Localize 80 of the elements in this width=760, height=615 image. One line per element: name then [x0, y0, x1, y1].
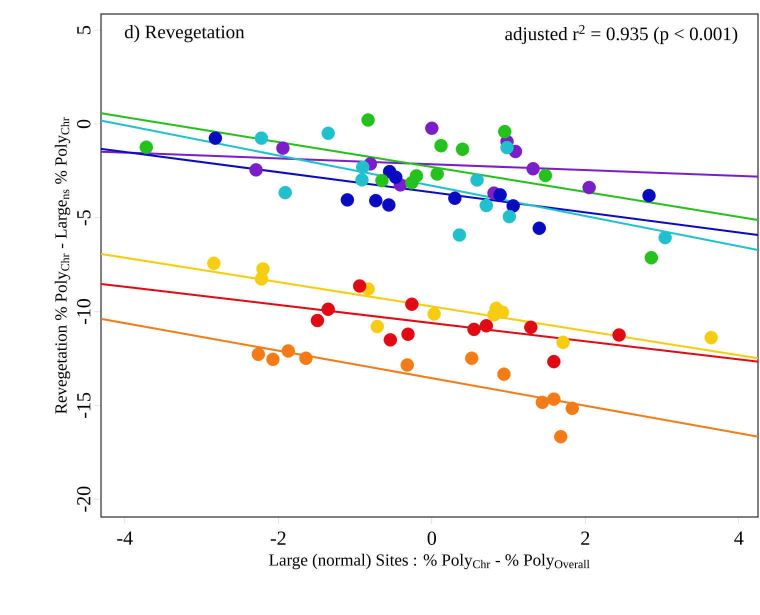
x-tick-label: 2	[581, 532, 590, 545]
point	[642, 188, 656, 202]
point	[427, 307, 441, 321]
point	[375, 174, 389, 188]
point	[465, 352, 478, 365]
point	[506, 199, 520, 213]
point	[207, 256, 221, 270]
y-tick-label: 5	[77, 26, 90, 34]
point	[536, 396, 550, 410]
point	[658, 230, 672, 244]
point	[480, 319, 494, 332]
point	[389, 170, 402, 184]
point	[547, 354, 561, 368]
point	[704, 330, 718, 344]
point	[498, 124, 512, 138]
point	[405, 176, 419, 190]
point	[497, 368, 511, 381]
point	[644, 250, 658, 264]
point	[452, 228, 466, 242]
point	[254, 272, 268, 286]
point	[612, 328, 626, 342]
annotation: adjusted r$^{2}$ = 0.935 (p < 0.001)	[505, 25, 738, 44]
point	[400, 358, 414, 372]
point	[500, 140, 514, 154]
point	[278, 186, 292, 200]
point	[538, 168, 552, 182]
point	[556, 336, 570, 350]
point	[526, 162, 540, 176]
point	[361, 113, 375, 127]
point	[369, 194, 382, 208]
point	[321, 126, 335, 140]
point	[340, 193, 354, 207]
point	[467, 322, 481, 336]
x-axis-title: Large (normal) Sites : % Poly$_{Chr}$ - % Poly$_{Overall}$	[269, 554, 590, 570]
point	[352, 279, 366, 293]
y-tick-label: -15	[77, 392, 90, 418]
point	[470, 173, 484, 187]
point	[382, 198, 396, 212]
point	[425, 122, 439, 135]
y-tick-label: -10	[77, 299, 90, 324]
x-tick-label: 4	[734, 532, 744, 545]
point	[480, 198, 494, 212]
point	[254, 131, 268, 145]
point	[276, 141, 290, 155]
point	[310, 314, 324, 328]
point	[208, 131, 222, 145]
point	[405, 298, 419, 311]
point	[249, 163, 263, 177]
x-tick-label: -4	[117, 532, 133, 545]
point	[582, 180, 596, 194]
point	[355, 173, 369, 187]
point	[401, 328, 415, 341]
point	[321, 302, 335, 316]
point	[532, 222, 546, 235]
y-axis-title: Revegetation % Poly$_{Chr}$ - Large$_{ns}$ % Poly$_{Chr}$	[54, 117, 70, 414]
point	[356, 160, 370, 174]
point	[502, 210, 516, 224]
point	[448, 192, 462, 205]
point	[547, 392, 561, 406]
y-tick-label: 0	[77, 120, 90, 128]
x-tick-label: -2	[270, 532, 286, 545]
point	[370, 320, 384, 334]
point	[524, 320, 538, 334]
point	[456, 142, 470, 156]
point	[140, 140, 153, 154]
point	[554, 430, 568, 444]
point	[266, 352, 280, 366]
point	[493, 188, 507, 202]
point	[252, 348, 266, 362]
x-tick-label: 0	[428, 532, 436, 545]
point	[566, 402, 579, 416]
point	[299, 352, 313, 365]
annotation: d) Revegetation	[124, 25, 244, 42]
point	[384, 333, 398, 347]
point	[487, 308, 501, 322]
y-tick-label: -20	[77, 486, 90, 512]
point	[430, 167, 444, 181]
point	[282, 344, 295, 358]
y-tick-label: -5	[77, 210, 90, 226]
point	[434, 138, 448, 152]
